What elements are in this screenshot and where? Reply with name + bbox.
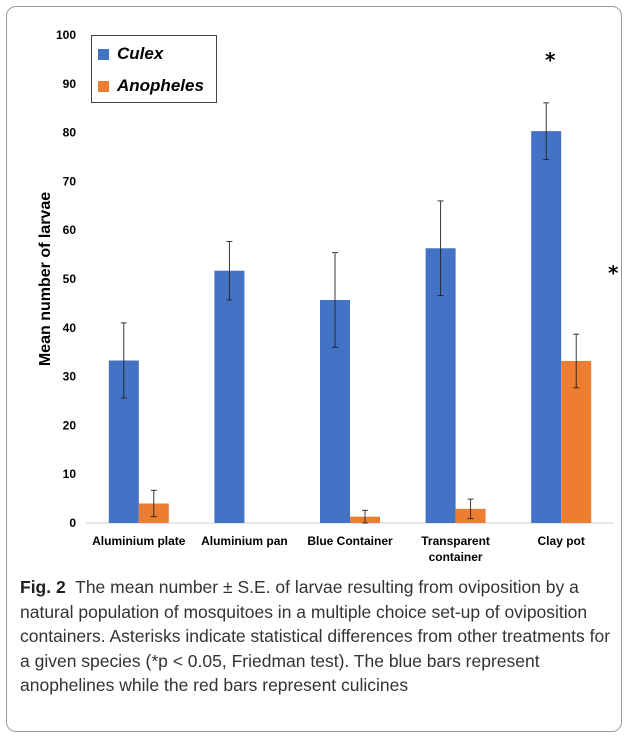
chart-legend: Culex Anopheles xyxy=(91,35,217,103)
y-axis-label: Mean number of larvae xyxy=(37,192,54,366)
x-tick-label: Clay pot xyxy=(538,534,585,548)
figure-caption: Fig. 2 The mean number ± S.E. of larvae … xyxy=(20,575,620,698)
y-tick-label: 40 xyxy=(63,321,77,335)
legend-item-culex: Culex xyxy=(98,44,163,64)
significance-asterisk: * xyxy=(608,261,619,285)
legend-label-culex: Culex xyxy=(117,44,164,63)
bar-chart: Mean number of larvae 0 10 20 30 40 50 60 70 80 90… xyxy=(37,28,619,564)
y-tick-label: 100 xyxy=(56,28,76,42)
y-tick-label: 80 xyxy=(63,126,77,140)
figure-frame xyxy=(6,6,622,732)
x-tick-label: container xyxy=(429,550,483,564)
caption-text: The mean number ± S.E. of larvae resulti… xyxy=(20,577,611,695)
bar-culex xyxy=(214,270,245,523)
significance-asterisk: * xyxy=(545,48,556,72)
legend-swatch-anopheles xyxy=(98,80,109,92)
x-tick-label: Transparent xyxy=(421,534,490,548)
y-tick-label: 90 xyxy=(63,77,77,91)
y-tick-label: 70 xyxy=(63,174,77,188)
y-tick-label: 0 xyxy=(69,516,76,530)
legend-item-anopheles: Anopheles xyxy=(98,76,204,96)
x-tick-label: Aluminium plate xyxy=(92,534,186,548)
y-tick-label: 10 xyxy=(63,467,77,481)
y-tick-label: 30 xyxy=(63,370,77,384)
bar-culex xyxy=(531,131,562,524)
legend-label-anopheles: Anopheles xyxy=(117,76,204,95)
legend-swatch-culex xyxy=(98,48,109,60)
x-tick-label: Blue Container xyxy=(307,534,393,548)
y-tick-label: 60 xyxy=(63,223,77,237)
caption-label: Fig. 2 xyxy=(20,577,66,597)
y-tick-label: 50 xyxy=(63,272,77,286)
x-tick-label: Aluminium pan xyxy=(201,534,288,548)
y-tick-label: 20 xyxy=(63,418,77,432)
